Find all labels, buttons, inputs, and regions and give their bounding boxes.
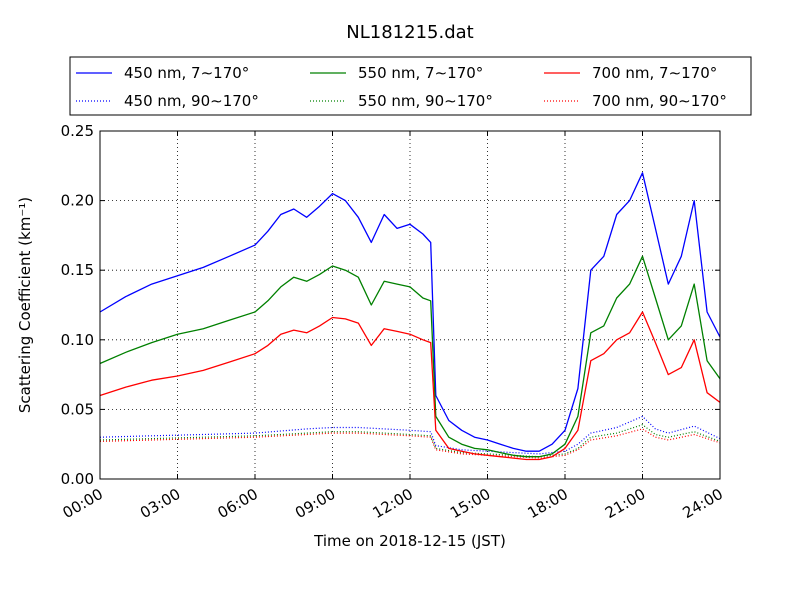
legend-label: 450 nm, 90∼170° xyxy=(124,92,259,110)
legend-label: 700 nm, 7∼170° xyxy=(592,64,717,82)
x-axis-label: Time on 2018-12-15 (JST) xyxy=(313,532,506,550)
x-tick-label: 03:00 xyxy=(137,485,183,522)
y-tick-label: 0.00 xyxy=(61,470,94,488)
y-tick-label: 0.10 xyxy=(61,331,94,349)
series-line xyxy=(99,424,721,458)
axis-ticks: 00:00 03:00 06:00 09:00 12:00 15:00 18:00 21:00… xyxy=(60,122,726,522)
legend-label: 700 nm, 90∼170° xyxy=(592,92,727,110)
x-tick-label: 18:00 xyxy=(525,485,571,522)
x-tick-label: 00:00 xyxy=(60,485,106,522)
series-line xyxy=(99,311,721,461)
legend-label: 550 nm, 90∼170° xyxy=(358,92,493,110)
series-line xyxy=(99,415,721,455)
y-tick-label: 0.25 xyxy=(61,122,94,140)
chart-title: NL181215.dat xyxy=(346,22,473,43)
series-line xyxy=(99,255,721,458)
legend: 450 nm, 7∼170° 550 nm, 7∼170° 700 nm, 7∼17… xyxy=(69,56,752,116)
series-line xyxy=(99,172,721,452)
x-tick-label: 09:00 xyxy=(292,485,338,522)
y-axis-label: Scattering Coefficient (km⁻¹) xyxy=(16,197,34,413)
x-tick-label: 15:00 xyxy=(447,485,493,522)
legend-label: 550 nm, 7∼170° xyxy=(358,64,483,82)
grid-lines xyxy=(100,131,720,479)
x-tick-label: 06:00 xyxy=(215,485,261,522)
y-tick-label: 0.15 xyxy=(61,261,94,279)
series-line xyxy=(99,428,721,459)
y-tick-label: 0.20 xyxy=(61,192,94,210)
series-layer xyxy=(99,172,721,461)
legend-label: 450 nm, 7∼170° xyxy=(124,64,249,82)
legend-box xyxy=(69,56,752,116)
x-tick-label: 24:00 xyxy=(680,485,726,522)
x-tick-label: 12:00 xyxy=(370,485,416,522)
x-tick-label: 21:00 xyxy=(602,485,648,522)
y-tick-label: 0.05 xyxy=(61,400,94,418)
